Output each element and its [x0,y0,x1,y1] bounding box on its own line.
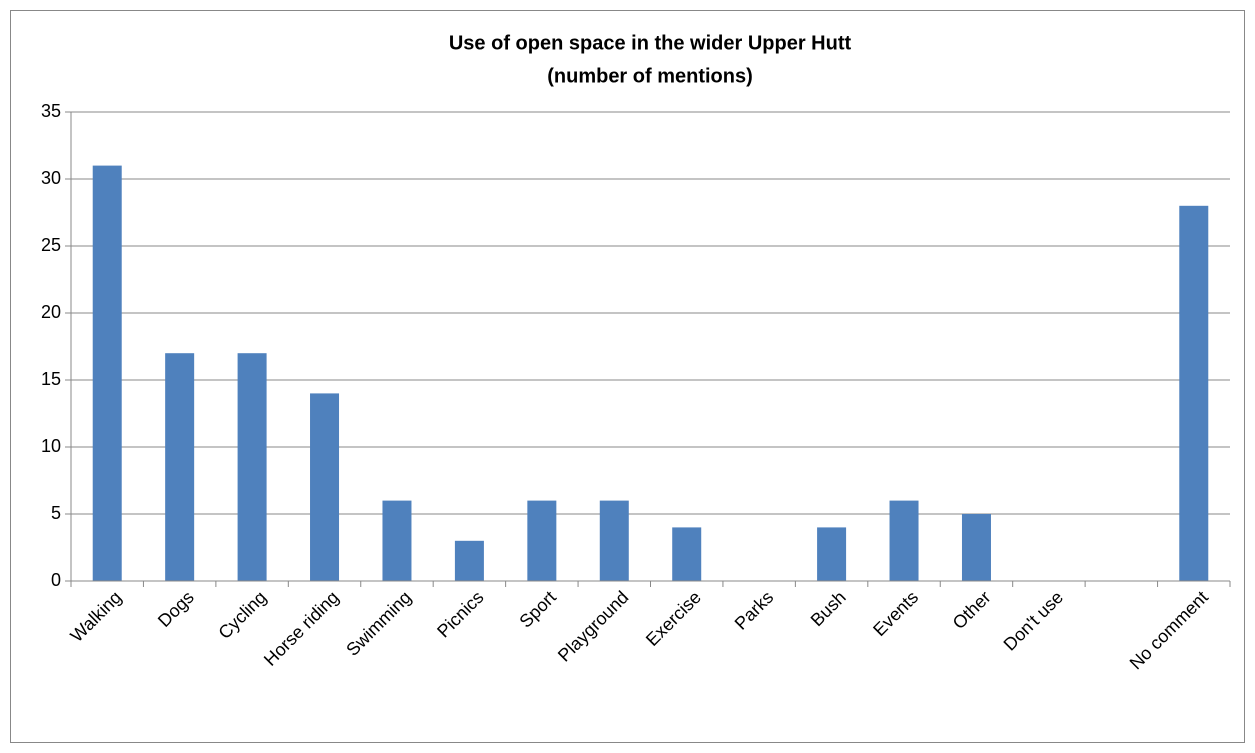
bar [889,500,919,581]
bar [382,500,412,581]
bar [599,500,629,581]
chart-subtitle: (number of mentions) [547,65,753,87]
bar [672,527,702,581]
chart-title: Use of open space in the wider Upper Hut… [449,32,852,54]
y-tick-label: 30 [41,168,61,188]
y-tick-label: 35 [41,101,61,121]
bar [454,540,484,581]
y-tick-label: 25 [41,235,61,255]
bar [310,393,340,581]
bar [92,165,122,581]
bar [237,353,267,581]
bar [1179,205,1209,582]
y-tick-label: 5 [51,503,61,523]
y-tick-label: 10 [41,436,61,456]
y-tick-label: 20 [41,302,61,322]
bar [527,500,557,581]
y-tick-label: 0 [51,570,61,590]
bar [961,514,991,581]
chart-border [10,10,1245,743]
bar [165,353,195,581]
y-tick-label: 15 [41,369,61,389]
bar [817,527,847,581]
